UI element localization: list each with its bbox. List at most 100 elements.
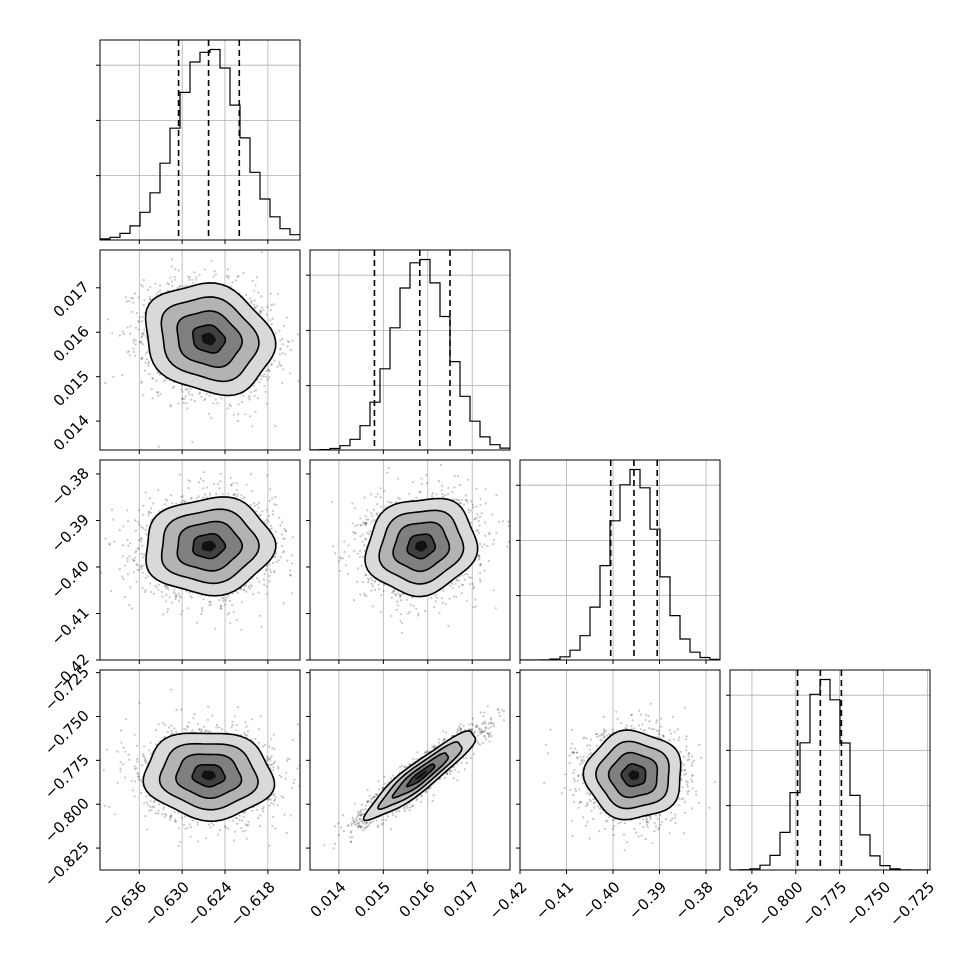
sample-point bbox=[189, 387, 192, 390]
density-region bbox=[414, 770, 428, 781]
sample-point bbox=[386, 815, 389, 818]
sample-point bbox=[232, 493, 235, 496]
sample-point bbox=[212, 482, 216, 485]
sample-point bbox=[226, 407, 229, 410]
panel-0-0 bbox=[100, 40, 300, 240]
sample-point bbox=[158, 510, 161, 513]
sample-point bbox=[267, 757, 270, 760]
sample-point bbox=[462, 724, 465, 728]
sample-point bbox=[339, 556, 342, 559]
sample-point bbox=[267, 758, 270, 761]
sample-point bbox=[283, 324, 286, 328]
sample-point bbox=[487, 559, 490, 563]
sample-point bbox=[134, 780, 137, 783]
sample-point bbox=[173, 588, 176, 591]
sample-point bbox=[351, 818, 354, 822]
sample-point bbox=[272, 569, 276, 573]
sample-point bbox=[265, 585, 268, 588]
sample-point bbox=[365, 821, 368, 824]
sample-point bbox=[254, 284, 257, 287]
sample-point bbox=[431, 799, 434, 803]
sample-point bbox=[363, 820, 366, 824]
sample-point bbox=[170, 729, 173, 732]
sample-point bbox=[285, 530, 288, 533]
sample-point bbox=[358, 811, 361, 814]
sample-point bbox=[417, 612, 420, 615]
sample-point bbox=[231, 281, 234, 284]
sample-point bbox=[152, 502, 155, 505]
sample-point bbox=[243, 811, 246, 814]
sample-point bbox=[498, 520, 501, 523]
sample-point bbox=[456, 729, 459, 732]
sample-point bbox=[284, 777, 287, 780]
sample-point bbox=[129, 325, 132, 328]
sample-point bbox=[145, 533, 148, 536]
sample-point bbox=[481, 730, 484, 734]
sample-point bbox=[174, 278, 177, 281]
sample-point bbox=[278, 774, 281, 777]
sample-point bbox=[301, 355, 303, 357]
sample-point bbox=[166, 499, 169, 502]
sample-point bbox=[278, 361, 281, 364]
sample-point bbox=[137, 775, 140, 778]
sample-point bbox=[149, 285, 152, 288]
sample-point bbox=[154, 584, 157, 588]
sample-point bbox=[129, 586, 132, 589]
sample-point bbox=[502, 719, 506, 722]
sample-point bbox=[208, 600, 211, 604]
sample-point bbox=[458, 585, 461, 588]
sample-point bbox=[141, 315, 144, 318]
sample-point bbox=[134, 354, 137, 357]
sample-point bbox=[263, 583, 266, 586]
sample-point bbox=[348, 555, 351, 558]
sample-point bbox=[254, 504, 257, 507]
sample-point bbox=[479, 711, 482, 714]
sample-point bbox=[267, 514, 270, 518]
sample-point bbox=[592, 797, 595, 801]
sample-point bbox=[124, 776, 127, 779]
sample-point bbox=[137, 328, 140, 331]
sample-point bbox=[259, 715, 262, 718]
sample-point bbox=[349, 830, 353, 833]
sample-point bbox=[269, 570, 273, 574]
sample-point bbox=[137, 320, 140, 323]
contour-level-2 bbox=[158, 742, 259, 811]
sample-point bbox=[137, 778, 140, 781]
sample-point bbox=[270, 737, 273, 741]
sample-point bbox=[237, 413, 240, 416]
sample-point bbox=[191, 393, 194, 396]
sample-point bbox=[492, 723, 495, 726]
sample-point bbox=[219, 604, 222, 608]
sample-point bbox=[455, 578, 458, 581]
sample-point bbox=[244, 733, 247, 737]
sample-point bbox=[695, 790, 698, 793]
sample-point bbox=[358, 549, 362, 553]
sample-point bbox=[446, 772, 449, 775]
sample-point bbox=[384, 506, 387, 509]
sample-point bbox=[169, 276, 172, 279]
sample-point bbox=[333, 842, 337, 846]
sample-point bbox=[189, 497, 193, 500]
sample-point bbox=[265, 313, 268, 316]
sample-point bbox=[122, 525, 125, 528]
sample-point bbox=[200, 728, 203, 731]
sample-point bbox=[218, 726, 221, 729]
sample-point bbox=[268, 563, 271, 566]
sample-point bbox=[224, 599, 227, 602]
sample-point bbox=[253, 394, 256, 398]
sample-point bbox=[142, 527, 145, 530]
sample-point bbox=[125, 718, 128, 721]
sample-point bbox=[363, 592, 366, 595]
sample-point bbox=[270, 802, 273, 805]
sample-point bbox=[474, 725, 478, 728]
sample-point bbox=[486, 705, 489, 708]
sample-point bbox=[119, 729, 122, 732]
sample-point bbox=[480, 512, 483, 515]
sample-point bbox=[129, 542, 132, 545]
sample-point bbox=[477, 742, 480, 745]
sample-point bbox=[140, 284, 143, 287]
sample-point bbox=[455, 498, 458, 501]
sample-point bbox=[395, 608, 398, 611]
sample-point bbox=[432, 744, 435, 747]
sample-point bbox=[204, 837, 207, 840]
